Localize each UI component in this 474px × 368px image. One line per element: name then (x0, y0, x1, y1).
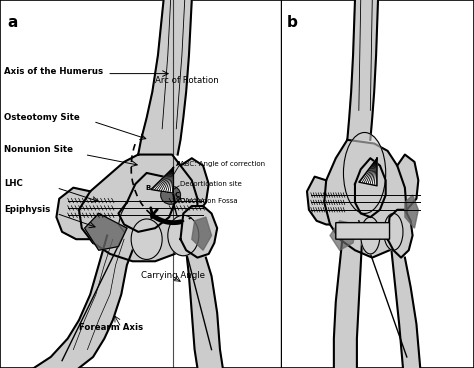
Polygon shape (307, 177, 330, 224)
Text: Epiphysis: Epiphysis (4, 205, 50, 214)
Polygon shape (324, 140, 407, 258)
Polygon shape (186, 250, 223, 368)
Polygon shape (34, 236, 136, 368)
Text: a: a (7, 15, 18, 30)
Text: LHC: LHC (4, 180, 23, 188)
Text: Arc of Rotation: Arc of Rotation (155, 77, 219, 85)
Polygon shape (181, 206, 217, 258)
Circle shape (384, 213, 403, 250)
Text: Osteotomy Site: Osteotomy Site (4, 113, 80, 122)
Text: b: b (287, 15, 298, 30)
Polygon shape (347, 0, 378, 140)
Polygon shape (56, 188, 93, 243)
Polygon shape (355, 158, 386, 217)
Circle shape (131, 219, 162, 259)
Polygon shape (388, 210, 412, 258)
Circle shape (168, 215, 199, 256)
Text: B: B (146, 184, 151, 191)
Text: Axis of the Humerus: Axis of the Humerus (4, 67, 103, 76)
Polygon shape (397, 155, 419, 210)
Text: ABC: Angle of correction: ABC: Angle of correction (181, 161, 265, 167)
Polygon shape (84, 213, 127, 250)
Circle shape (344, 132, 386, 213)
Polygon shape (138, 0, 192, 155)
Polygon shape (118, 173, 175, 232)
Polygon shape (359, 158, 377, 186)
Text: Olecranon Fossa: Olecranon Fossa (181, 198, 238, 204)
Text: A: A (176, 160, 181, 167)
Polygon shape (405, 195, 419, 228)
Text: Nonunion Site: Nonunion Site (4, 145, 73, 153)
Polygon shape (192, 217, 211, 250)
Circle shape (361, 217, 380, 254)
Polygon shape (392, 250, 420, 368)
Polygon shape (79, 155, 197, 261)
Polygon shape (330, 221, 357, 250)
Polygon shape (181, 158, 209, 221)
FancyBboxPatch shape (336, 223, 390, 239)
Text: Carrying Angle: Carrying Angle (141, 272, 205, 280)
Text: Decortication site: Decortication site (181, 181, 242, 187)
Text: C: C (175, 192, 180, 198)
Polygon shape (334, 228, 363, 368)
Polygon shape (151, 167, 173, 193)
Ellipse shape (161, 186, 181, 204)
Text: Forearm Axis: Forearm Axis (79, 323, 143, 332)
